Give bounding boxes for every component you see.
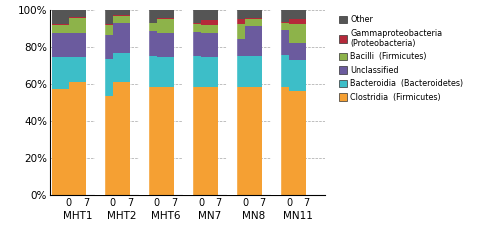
Bar <box>96 96 113 195</box>
Bar <box>96 10 113 24</box>
Bar <box>201 87 218 195</box>
Bar <box>52 25 69 33</box>
Bar <box>140 10 157 23</box>
Bar <box>228 56 245 87</box>
Bar <box>52 57 69 89</box>
Bar <box>113 82 130 195</box>
Bar <box>201 20 218 25</box>
Text: MHT1: MHT1 <box>62 211 92 221</box>
Bar <box>184 56 201 87</box>
Bar <box>157 19 174 33</box>
Bar <box>157 10 174 18</box>
Text: MHT2: MHT2 <box>106 211 136 221</box>
Bar <box>289 91 306 195</box>
Bar <box>228 10 245 19</box>
Bar <box>245 87 262 195</box>
Bar <box>289 10 306 19</box>
Bar <box>289 43 306 60</box>
Bar <box>96 59 113 96</box>
Bar <box>245 26 262 56</box>
Bar <box>289 60 306 91</box>
Bar <box>289 24 306 43</box>
Bar <box>201 10 218 20</box>
Bar <box>140 24 157 31</box>
Bar <box>272 23 289 30</box>
Bar <box>245 10 262 18</box>
Bar <box>228 87 245 195</box>
Bar <box>96 24 113 25</box>
Bar <box>157 18 174 19</box>
Bar <box>113 53 130 82</box>
Bar <box>69 18 86 33</box>
Bar <box>52 24 69 25</box>
Bar <box>69 33 86 57</box>
Bar <box>94 10 104 195</box>
Text: MN11: MN11 <box>282 211 312 221</box>
Bar <box>96 25 113 35</box>
Text: MHT6: MHT6 <box>150 211 180 221</box>
Bar <box>184 24 201 32</box>
Bar <box>184 23 201 24</box>
Bar <box>69 17 86 18</box>
Bar <box>289 19 306 24</box>
Bar <box>201 25 218 33</box>
Bar <box>228 19 245 24</box>
Bar <box>201 57 218 87</box>
Bar <box>228 39 245 56</box>
Bar <box>140 23 157 24</box>
Bar <box>272 22 289 23</box>
Bar <box>69 10 86 17</box>
Bar <box>272 30 289 55</box>
Bar <box>52 33 69 57</box>
Bar <box>270 10 280 195</box>
Bar <box>272 87 289 195</box>
Bar <box>113 23 130 53</box>
Bar <box>69 82 86 195</box>
Bar <box>184 10 201 24</box>
Bar <box>157 33 174 57</box>
Bar <box>182 10 192 195</box>
Bar <box>184 87 201 195</box>
Bar <box>140 87 157 195</box>
Bar <box>272 10 289 22</box>
Bar <box>96 35 113 59</box>
Bar <box>140 56 157 87</box>
Text: MN7: MN7 <box>198 211 221 221</box>
Text: MN8: MN8 <box>242 211 265 221</box>
Bar <box>138 10 148 195</box>
Bar <box>113 15 130 16</box>
Bar <box>245 19 262 26</box>
Bar <box>201 33 218 57</box>
Legend: Other, Gammaproteobacteria
(Proteobacteria), Bacilli  (Firmicutes), Unclassified: Other, Gammaproteobacteria (Proteobacter… <box>338 14 465 103</box>
Bar <box>272 55 289 87</box>
Bar <box>113 16 130 24</box>
Bar <box>226 10 236 195</box>
Bar <box>157 57 174 87</box>
Bar <box>157 87 174 195</box>
Bar <box>184 32 201 56</box>
Bar <box>228 24 245 39</box>
Bar <box>140 31 157 56</box>
Bar <box>52 89 69 195</box>
Bar <box>245 56 262 87</box>
Bar <box>52 10 69 24</box>
Bar <box>245 18 262 19</box>
Bar <box>69 57 86 82</box>
Bar <box>113 10 130 15</box>
